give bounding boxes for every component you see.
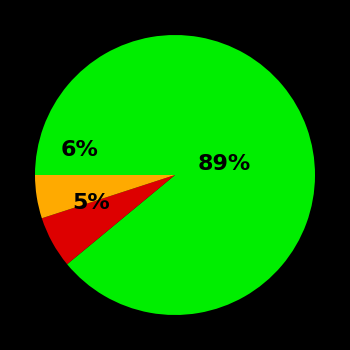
- Wedge shape: [35, 175, 175, 218]
- Text: 89%: 89%: [197, 154, 251, 174]
- Text: 5%: 5%: [72, 193, 110, 213]
- Wedge shape: [42, 175, 175, 264]
- Wedge shape: [35, 35, 315, 315]
- Text: 6%: 6%: [61, 140, 99, 160]
